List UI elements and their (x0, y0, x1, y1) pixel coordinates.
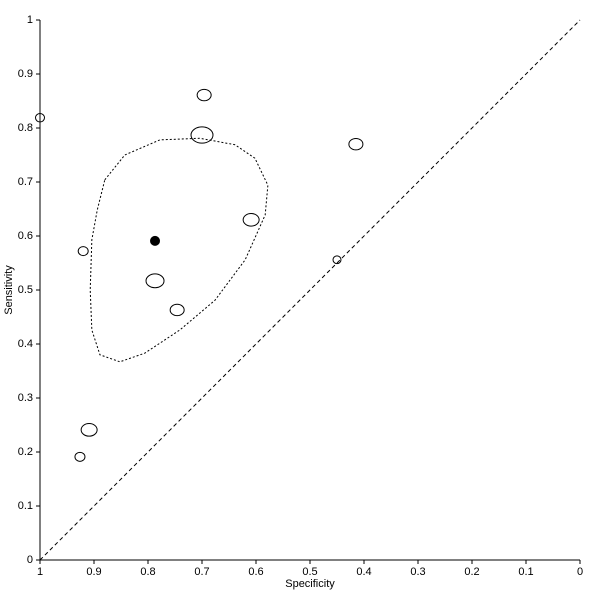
y-tick-label: 0.5 (18, 284, 33, 296)
study-point (190, 126, 214, 144)
x-tick-label: 0.8 (140, 566, 155, 578)
y-tick-label: 0.2 (18, 446, 33, 458)
y-tick-label: 0.7 (18, 176, 33, 188)
study-point (74, 451, 86, 462)
x-tick-label: 0.1 (518, 566, 533, 578)
y-tick-label: 0.3 (18, 392, 33, 404)
study-point (332, 255, 342, 265)
y-tick-label: 0 (27, 554, 33, 566)
study-point (77, 246, 89, 257)
y-tick-label: 0.4 (18, 338, 33, 350)
study-point (196, 88, 212, 102)
study-point (35, 113, 45, 123)
x-tick-label: 0.9 (86, 566, 101, 578)
reference-line (39, 19, 581, 561)
x-tick-label: 0.6 (248, 566, 263, 578)
y-tick-label: 0.1 (18, 500, 33, 512)
x-tick-label: 1 (37, 566, 43, 578)
y-tick-label: 0.6 (18, 230, 33, 242)
study-point (169, 303, 185, 317)
study-point (348, 138, 364, 151)
x-tick-label: 0.2 (464, 566, 479, 578)
x-tick-label: 0 (577, 566, 583, 578)
confidence-region (89, 137, 269, 363)
study-point (145, 273, 165, 289)
summary-point (150, 235, 161, 246)
y-axis-label: Sensitivity (3, 265, 15, 315)
x-tick-label: 0.3 (410, 566, 425, 578)
x-tick-label: 0.5 (302, 566, 317, 578)
x-tick-label: 0.4 (356, 566, 371, 578)
x-axis-label: Specificity (285, 578, 335, 590)
y-tick-label: 0.8 (18, 122, 33, 134)
y-tick-label: 0.9 (18, 68, 33, 80)
study-point (80, 423, 98, 437)
y-tick-label: 1 (27, 14, 33, 26)
x-tick-label: 0.7 (194, 566, 209, 578)
study-point (242, 213, 260, 227)
